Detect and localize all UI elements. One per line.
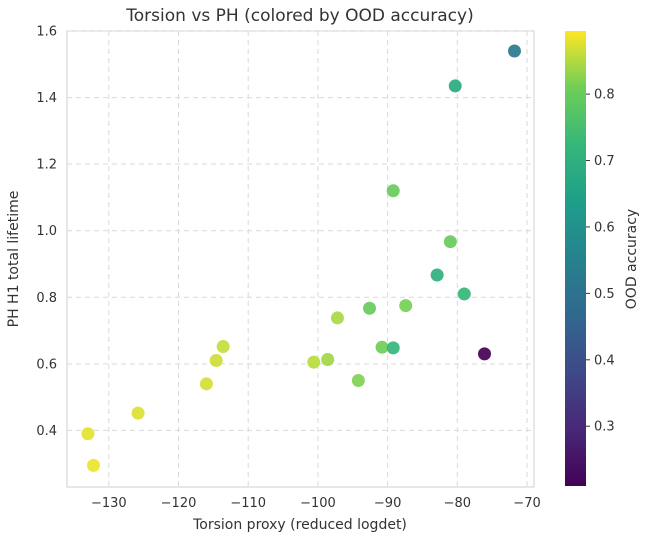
data-point <box>321 353 335 367</box>
data-point <box>86 458 100 472</box>
data-point <box>330 311 344 325</box>
y-tick-label: 0.4 <box>36 424 57 439</box>
y-tick-label: 0.6 <box>36 357 57 372</box>
data-points <box>81 44 521 472</box>
data-point <box>351 373 365 387</box>
data-point <box>375 340 389 354</box>
colorbar-tick-label: 0.7 <box>594 154 615 169</box>
colorbar-tick-label: 0.6 <box>594 220 615 235</box>
x-tick-label: −90 <box>374 496 401 511</box>
data-point <box>199 377 213 391</box>
data-point <box>386 184 400 198</box>
y-tick-label: 1.4 <box>36 91 57 106</box>
colorbar-tick-label: 0.8 <box>594 88 615 103</box>
x-tick-label: −130 <box>91 496 127 511</box>
data-point <box>216 340 230 354</box>
data-point <box>399 299 413 313</box>
y-axis-ticks: 0.4 0.6 0.8 1.0 1.2 1.4 1.6 <box>36 25 57 439</box>
x-tick-label: −80 <box>444 496 471 511</box>
colorbar-ticks: 0.3 0.4 0.5 0.6 0.7 0.8 <box>586 88 615 435</box>
y-tick-label: 1.0 <box>36 224 57 239</box>
data-point <box>209 354 223 368</box>
x-axis-label: Torsion proxy (reduced logdet) <box>192 517 407 533</box>
y-tick-label: 0.8 <box>36 291 57 306</box>
data-point <box>363 301 377 315</box>
x-tick-label: −120 <box>161 496 197 511</box>
data-point <box>430 268 444 282</box>
x-tick-label: −110 <box>230 496 266 511</box>
data-point <box>507 44 521 58</box>
x-tick-label: −70 <box>513 496 540 511</box>
grid <box>67 30 534 487</box>
colorbar <box>565 31 586 486</box>
data-point <box>443 235 457 249</box>
data-point <box>131 406 145 420</box>
colorbar-tick-label: 0.3 <box>594 420 615 435</box>
colorbar-tick-label: 0.4 <box>594 353 615 368</box>
data-point <box>386 341 400 355</box>
y-tick-label: 1.2 <box>36 158 57 173</box>
plot-area <box>66 30 535 488</box>
y-axis-label: PH H1 total lifetime <box>6 191 22 328</box>
x-tick-label: −100 <box>300 496 336 511</box>
y-tick-label: 1.6 <box>36 25 57 40</box>
data-point <box>448 79 462 93</box>
chart-title: Torsion vs PH (colored by OOD accuracy) <box>125 6 473 26</box>
data-point <box>478 347 492 361</box>
colorbar-label: OOD accuracy <box>624 209 640 309</box>
x-axis-ticks: −130 −120 −110 −100 −90 −80 −70 <box>91 496 541 511</box>
colorbar-tick-label: 0.5 <box>594 287 615 302</box>
data-point <box>81 427 95 441</box>
data-point <box>307 355 321 369</box>
data-point <box>457 287 471 301</box>
